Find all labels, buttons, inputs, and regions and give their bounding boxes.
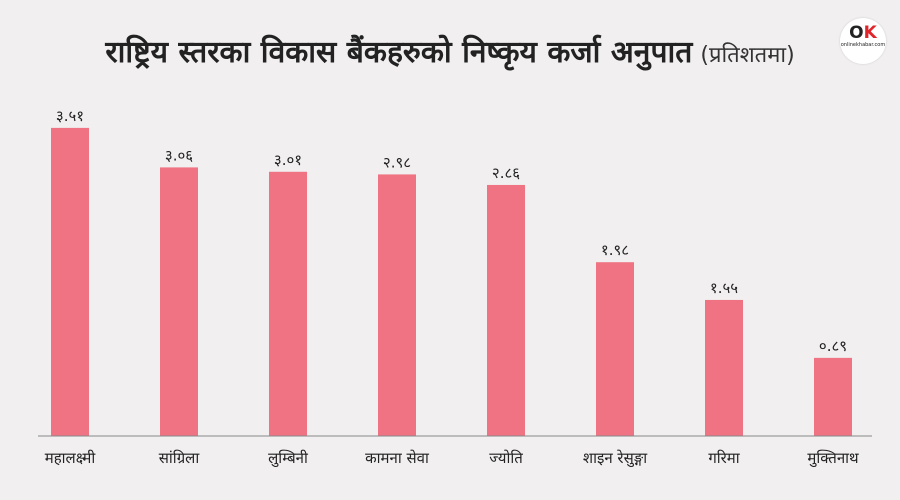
value-label-1: ३.५१ [56,107,84,125]
value-label-6: १.९८ [601,241,629,259]
value-label-8: ०.८९ [819,337,847,355]
chart-title: राष्ट्रिय स्तरका विकास बैंकहरुको निष्कृय… [0,30,900,71]
value-label-4: २.९८ [383,153,411,171]
value-label-7: १.५५ [710,279,738,297]
bar-8 [814,357,852,436]
category-label-2: सांग्रिला [159,449,201,467]
category-label-8: मुक्तिनाथ [807,449,859,468]
logo-mark: OK [849,23,877,43]
bar-5 [487,184,525,436]
category-label-7: गरिमा [708,449,740,467]
bars-group [51,127,852,437]
value-label-3: ३.०१ [274,151,302,169]
category-label-3: लुम्बिनी [268,449,309,468]
value-label-2: ३.०६ [165,146,193,164]
bar-4 [378,174,416,436]
bar-7 [705,299,743,436]
bar-3 [269,171,307,437]
chart-title-main: राष्ट्रिय स्तरका विकास बैंकहरुको निष्कृय… [105,35,693,70]
category-label-6: शाइन रेसुङ्गा [583,449,648,468]
category-label-4: कामना सेवा [365,449,430,467]
category-label-5: ज्योति [489,449,523,467]
value-labels-group: ३.५१ ३.०६ ३.०१ २.९८ २.८६ १.९८ १.५५ ०.८९ [56,107,847,355]
bar-1 [51,127,89,437]
value-label-5: २.८६ [492,164,520,182]
bar-6 [596,262,634,436]
chart-title-unit: (प्रतिशतमा) [700,43,795,68]
onlinekhabar-logo: OK onlinekhabar.com [840,18,886,64]
category-labels-group: महालक्ष्मी सांग्रिला लुम्बिनी कामना सेवा ज्य… [45,449,859,468]
category-label-1: महालक्ष्मी [45,449,97,467]
logo-text: onlinekhabar.com [840,42,886,48]
bar-2 [160,167,198,436]
